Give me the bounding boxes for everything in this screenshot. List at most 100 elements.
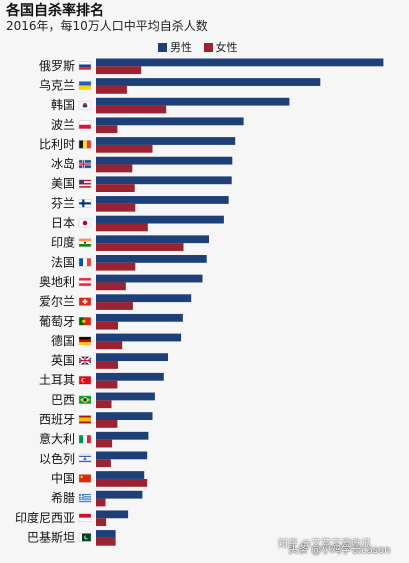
- bar-male: [96, 274, 203, 283]
- bar-female: [96, 203, 136, 212]
- flag-part: [87, 435, 92, 444]
- bar-female: [96, 282, 126, 291]
- bar-male: [96, 392, 155, 401]
- flag-part: [79, 501, 91, 503]
- flag-border: [78, 493, 92, 503]
- flag-part: [79, 342, 91, 345]
- flag-part: [79, 179, 91, 182]
- legend-item-female: 女性: [203, 39, 238, 55]
- bar-female: [96, 262, 136, 271]
- flag-part: [79, 494, 91, 496]
- flag-part: [79, 417, 91, 420]
- flag-usa-icon: [78, 179, 92, 188]
- flag-part: [79, 202, 91, 205]
- flag-border: [78, 258, 92, 267]
- bar-male: [96, 333, 182, 342]
- chart-title: 各国自杀率排名: [6, 3, 104, 19]
- flag-indonesia-icon: [78, 513, 92, 522]
- flag-germany-icon: [78, 336, 92, 346]
- category-label: 英国: [51, 354, 75, 368]
- flag-part: [79, 186, 91, 188]
- flag-iceland-icon: [78, 159, 92, 169]
- flag-part: [82, 220, 88, 226]
- flag-france-icon: [78, 258, 92, 267]
- category-label: 日本: [51, 216, 75, 230]
- bar-female: [96, 125, 118, 134]
- flag-part: [83, 140, 88, 149]
- flag-part: [82, 319, 86, 323]
- flag-uk-icon: [78, 355, 92, 366]
- flag-part: [79, 500, 91, 502]
- flag-border: [78, 218, 92, 228]
- flag-part: [83, 435, 88, 444]
- flag-switzerland-icon: [78, 297, 92, 306]
- bar-male: [96, 117, 244, 126]
- flag-part: [79, 533, 82, 542]
- flag-border: [78, 356, 92, 365]
- bar-female: [96, 66, 142, 75]
- legend-label-male: 男性: [170, 41, 192, 54]
- flag-part: [79, 181, 91, 183]
- bar-female: [96, 439, 113, 448]
- category-label: 德国: [51, 333, 75, 348]
- bar-female: [96, 518, 107, 527]
- flag-austria-icon: [78, 277, 92, 287]
- bar-female: [96, 459, 111, 468]
- flag-part: [79, 499, 91, 501]
- legend-swatch-male: [158, 43, 167, 52]
- category-label: 中国: [51, 470, 75, 485]
- bar-female: [96, 361, 118, 369]
- flag-part: [79, 419, 91, 422]
- flag-china-icon: [78, 474, 92, 483]
- flag-part: [79, 64, 91, 68]
- flag-belgium-icon: [78, 140, 92, 149]
- category-label: 波兰: [51, 118, 75, 132]
- flag-part: [79, 140, 84, 149]
- flag-part: [83, 398, 87, 402]
- category-label: 芬兰: [51, 196, 75, 210]
- flag-brazil-icon: [78, 395, 92, 405]
- flag-portugal-icon: [78, 317, 92, 326]
- flag-border: [78, 100, 92, 110]
- chart-subtitle: 2016年，每10万人口中平均自杀人数: [6, 19, 208, 33]
- flag-part: [82, 378, 86, 382]
- flag-russia-icon: [78, 61, 92, 70]
- bar-male: [96, 471, 145, 479]
- flag-finland-icon: [78, 199, 92, 208]
- bar-female: [96, 302, 133, 310]
- bar-male: [96, 353, 168, 362]
- flag-border: [78, 159, 92, 169]
- flag-border: [78, 336, 92, 346]
- bar-female: [96, 144, 153, 153]
- flag-part: [79, 238, 91, 242]
- bar-male: [96, 176, 232, 185]
- flag-part: [79, 495, 91, 497]
- category-label: 巴基斯坦: [27, 530, 75, 544]
- flag-part: [79, 317, 84, 326]
- bar-male: [96, 78, 321, 86]
- category-label: 俄罗斯: [39, 59, 75, 73]
- flag-part: [84, 241, 86, 244]
- flag-part: [79, 182, 91, 185]
- flag-border: [78, 434, 92, 444]
- flag-part: [83, 456, 87, 460]
- category-label: 韩国: [51, 97, 75, 112]
- flag-part: [79, 163, 91, 165]
- category-label: 爱尔兰: [39, 294, 75, 309]
- category-label: 土耳其: [39, 373, 75, 387]
- flag-border: [78, 317, 92, 326]
- flag-part: [79, 474, 91, 483]
- flag-border: [78, 376, 92, 385]
- legend-swatch-female: [203, 43, 213, 52]
- legend-item-male: 男性: [158, 39, 192, 55]
- category-label: 印度尼西亚: [15, 510, 75, 525]
- flag-part: [87, 140, 92, 149]
- flag-part: [79, 435, 84, 444]
- flag-part: [79, 243, 91, 247]
- bar-male: [96, 215, 224, 224]
- flag-border: [78, 81, 92, 90]
- bar-female: [96, 537, 116, 546]
- category-label: 意大利: [39, 431, 75, 446]
- bar-male: [96, 412, 153, 420]
